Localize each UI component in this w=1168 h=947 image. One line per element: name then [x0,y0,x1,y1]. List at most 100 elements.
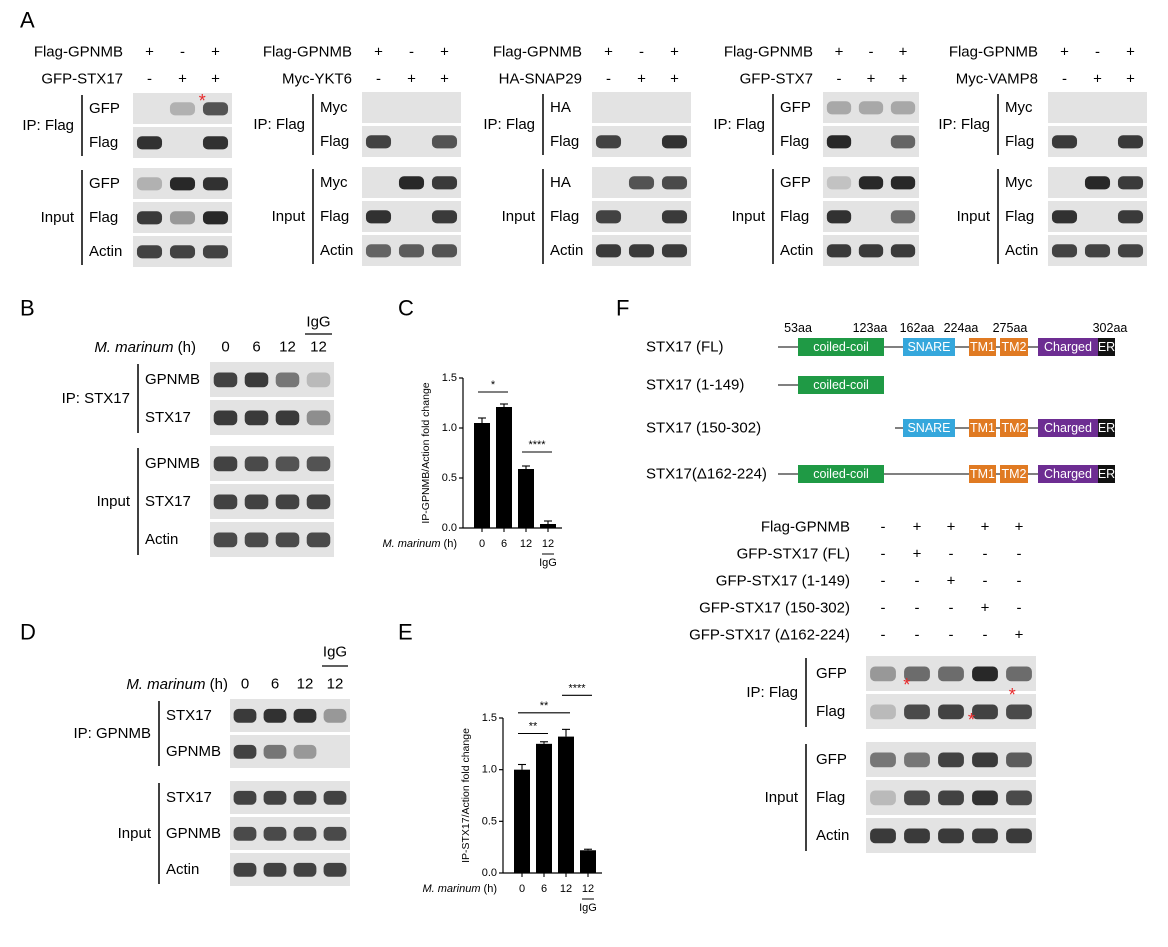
organism-name: M. marinum [126,676,205,693]
time-point: 6 [271,676,279,693]
blot-band [169,211,196,225]
ip-label: IP: Flag [938,116,990,133]
blot-band [244,410,269,426]
blot-strip-gpnmb [210,362,334,397]
domain-charged [1038,338,1098,356]
domain-tm1-label: TM1 [970,421,995,435]
blot-band [1006,752,1032,768]
blot-strip-myc [362,167,461,198]
band-label: GFP [816,665,847,682]
blot-band [136,136,163,150]
treatment-sign: - [881,573,886,590]
organism-name: M. marinum [422,883,480,895]
blot-band [904,790,930,806]
input-label: Input [732,208,766,225]
blot-strip-stx17 [210,400,334,435]
bar [474,423,490,528]
treatment-sign: - [949,627,954,644]
igg-label: IgG [323,644,347,661]
band-label: Flag [1005,208,1034,225]
domain-er [1098,419,1115,437]
domain-tm1 [969,465,996,483]
igg-label: IgG [579,902,597,914]
bar-chart-c: C 0.0 0.5 1.0 1.5 IP-GPNMB/Action fold change… [382,296,562,569]
blot-band [1117,244,1144,258]
blot-band [306,494,331,510]
blot-strip-actin [230,853,350,886]
blot-band [275,494,300,510]
band-label: GFP [89,100,120,117]
treatment-sign: + [407,71,416,88]
blot-band [1117,176,1144,190]
y-axis-label: IP-GPNMB/Action fold change [420,382,432,523]
panel-letter-b: B [20,296,35,321]
domain-er [1098,338,1115,356]
blot-band [972,790,998,806]
treatment-sign: + [211,44,220,61]
panel-a-blot-5: Flag-GPNMB + - + Myc-VAMP8 - + + Myc Flag Myc Flag A… [938,44,1147,266]
treatment-sign: - [147,71,152,88]
blot-band [595,135,622,149]
blot-strip-flag [866,694,1036,729]
significance-mark: * [491,379,496,391]
blot-band [136,211,163,225]
blot-strip-actin [133,236,232,267]
blot-band [431,176,458,190]
blot-band [904,666,930,682]
blot-band [938,790,964,806]
bar [496,407,512,528]
blot-band [306,532,331,548]
blot-band [365,210,392,224]
blot-band [972,666,998,682]
treatment-sign: + [913,519,922,536]
organism-name: M. marinum [94,339,173,356]
blot-band [202,177,229,191]
band-label: Actin [89,243,122,260]
blot-strip-gfp [823,167,919,198]
blot-band [595,244,622,258]
domain-snare-label: SNARE [907,340,950,354]
treatment-label: GFP-STX7 [740,71,813,88]
blot-strip-flag [823,201,919,232]
residue-position: 224aa [944,321,979,335]
treatment-sign: - [837,71,842,88]
input-label: Input [118,825,152,842]
blot-band [1084,244,1111,258]
significance-mark: ** [540,700,549,712]
blot-band [890,210,916,224]
band-label: Actin [320,242,353,259]
construct-name: STX17(Δ162-224) [646,466,767,483]
blot-band [202,136,229,150]
domain-snare-label: SNARE [907,421,950,435]
treatment-sign: + [211,71,220,88]
band-label: Actin [816,827,849,844]
blot-band [1006,666,1032,682]
blot-strip-myc [362,92,461,123]
treatment-sign: + [835,44,844,61]
bar [580,850,596,873]
treatment-sign: + [440,71,449,88]
panel-a-blot-1: Flag-GPNMB + - + GFP-STX17 - + + GFP Flag GFP Flag A… [22,44,232,267]
blot-strip-flag [1048,126,1147,157]
blot-strip-flag [1048,201,1147,232]
domain-snare [903,419,955,437]
blot-band [972,704,998,720]
domain-coiled-coil-label: coiled-coil [813,467,869,481]
blot-band [938,828,964,844]
panel-letter-e: E [398,620,413,645]
x-tick-label: 12 [542,538,554,550]
treatment-sign: + [637,71,646,88]
blot-strip-flag [592,126,691,157]
domain-tm2 [1000,465,1028,483]
panel-a-blot-4: Flag-GPNMB + - + GFP-STX7 - + + GFP Flag GFP Flag Ac… [713,44,919,266]
domain-er [1098,465,1115,483]
blot-band [972,828,998,844]
bar [558,736,574,873]
treatment-sign: + [670,71,679,88]
treatment-sign: - [1095,44,1100,61]
blot-band [293,790,317,805]
blot-band [306,410,331,426]
blot-band [136,177,163,191]
blot-strip-actin [592,235,691,266]
panel-a-blot-3: Flag-GPNMB + - + HA-SNAP29 - + + HA Flag HA Flag Act… [483,44,691,266]
